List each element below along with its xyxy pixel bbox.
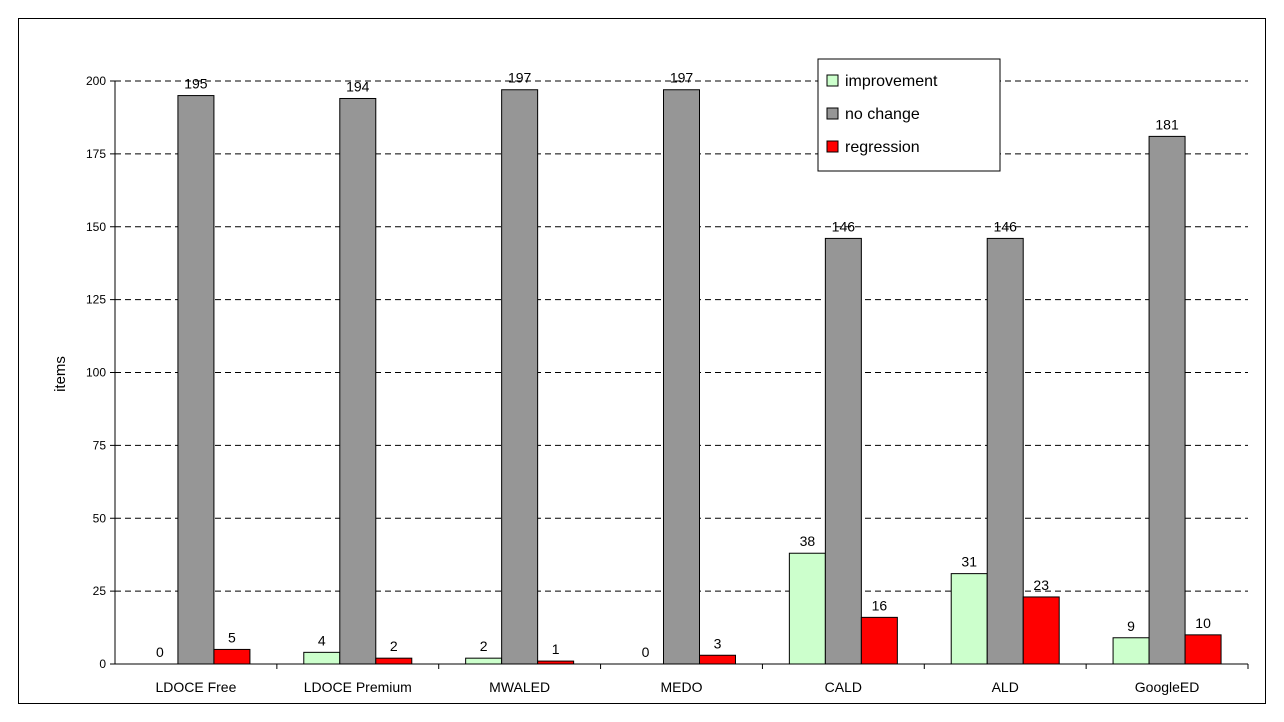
bar (788, 552, 826, 665)
data-label: 5 (228, 629, 236, 645)
bar (303, 651, 341, 665)
x-tick-label: ALD (992, 679, 1019, 695)
x-tick-label: LDOCE Free (155, 679, 236, 695)
data-label: 23 (1033, 577, 1049, 593)
y-tick-label: 0 (99, 657, 106, 671)
legend-swatch (826, 107, 839, 120)
bar (537, 660, 575, 665)
bar (663, 89, 700, 665)
data-label: 194 (346, 78, 370, 94)
data-label: 197 (670, 70, 694, 86)
x-tick-label: MEDO (661, 679, 703, 695)
bar (213, 648, 251, 665)
bar (986, 237, 1024, 665)
legend-swatch (826, 74, 839, 87)
y-tick-label: 75 (93, 438, 107, 452)
gridlines (115, 80, 1248, 592)
bar (1148, 135, 1186, 665)
data-label: 1 (552, 641, 560, 657)
x-tick-label: CALD (825, 679, 862, 695)
bar (1022, 596, 1060, 665)
legend-label: no change (845, 106, 920, 123)
data-label: 2 (480, 638, 488, 654)
legend-box (817, 58, 1001, 172)
y-tick-label: 100 (86, 366, 106, 380)
y-tick-label: 25 (93, 584, 107, 598)
y-tick-label: 200 (86, 74, 106, 88)
data-label: 146 (832, 218, 856, 234)
y-tick-label: 125 (86, 293, 106, 307)
data-label: 2 (390, 638, 398, 654)
bar (177, 95, 215, 665)
data-label: 38 (800, 533, 816, 549)
x-tick-label: GoogleED (1135, 679, 1200, 695)
bar (860, 616, 898, 665)
data-label: 0 (642, 644, 650, 660)
y-axis-label: items (52, 356, 69, 392)
legend-label: regression (845, 139, 920, 156)
y-tick-label: 175 (86, 147, 106, 161)
x-tick-label: LDOCE Premium (304, 679, 412, 695)
data-label: 31 (961, 554, 977, 570)
data-label: 197 (508, 70, 532, 86)
data-label: 16 (872, 597, 888, 613)
bar (1184, 634, 1222, 665)
bar (824, 237, 862, 665)
bar (339, 97, 377, 665)
data-label: 195 (184, 76, 208, 92)
bar (950, 573, 988, 665)
data-label: 146 (994, 218, 1018, 234)
x-tick-label: MWALED (489, 679, 550, 695)
bar (375, 657, 413, 665)
legend-swatch (826, 140, 839, 153)
data-label: 9 (1127, 618, 1135, 634)
bars (177, 89, 1222, 665)
bar (501, 89, 539, 665)
data-label: 181 (1155, 116, 1179, 132)
legend: improvement no change regression (817, 58, 1001, 172)
bar (1112, 637, 1150, 665)
data-label: 4 (318, 632, 326, 648)
chart-frame: 0 25 50 75 100 125 150 175 200 LDOCE Free LDOCE Pr… (18, 18, 1266, 704)
data-label: 0 (156, 644, 164, 660)
y-tick-label: 50 (93, 511, 107, 525)
legend-label: improvement (845, 73, 938, 90)
bar (699, 654, 736, 665)
data-label: 3 (714, 635, 722, 651)
data-label: 10 (1195, 615, 1211, 631)
y-tick-label: 150 (86, 220, 106, 234)
bar (465, 657, 503, 665)
